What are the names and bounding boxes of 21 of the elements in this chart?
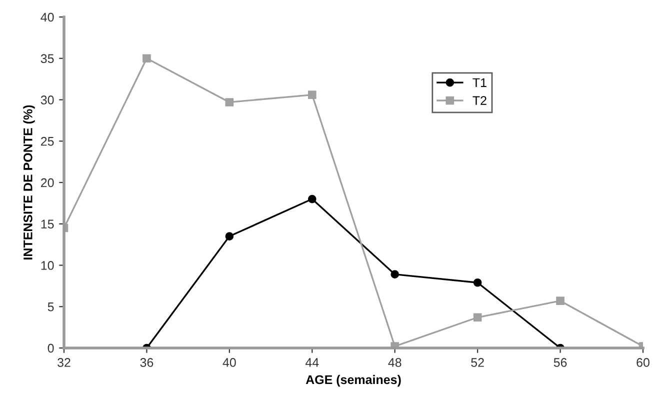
x-tick-label: 60	[636, 358, 650, 367]
y-tick-label: 25	[41, 136, 54, 146]
y-tick-label: 10	[41, 261, 54, 270]
y-tick-label: 5	[48, 302, 54, 312]
y-tick-label: 0	[48, 344, 54, 353]
x-tick-label: 40	[222, 358, 236, 367]
y-tick-label: 15	[41, 220, 54, 229]
y-tick-label: 35	[40, 54, 54, 64]
legend-label: T2	[472, 96, 486, 105]
x-tick-label: 52	[471, 358, 484, 367]
y-axis-title: INTENSITE DE PONTE (%)	[23, 105, 35, 260]
x-tick-label: 36	[140, 358, 154, 367]
x-tick-label: 32	[58, 358, 70, 367]
y-tick-label: 20	[41, 178, 54, 188]
legend-label: T1	[472, 78, 486, 87]
x-tick-label: 48	[388, 358, 402, 367]
x-tick-label: 44	[305, 358, 319, 367]
y-tick-label: 40	[40, 12, 54, 22]
x-tick-label: 56	[554, 358, 567, 367]
y-tick-label: 30	[40, 96, 54, 104]
x-axis-title: AGE (semaines)	[306, 374, 401, 387]
